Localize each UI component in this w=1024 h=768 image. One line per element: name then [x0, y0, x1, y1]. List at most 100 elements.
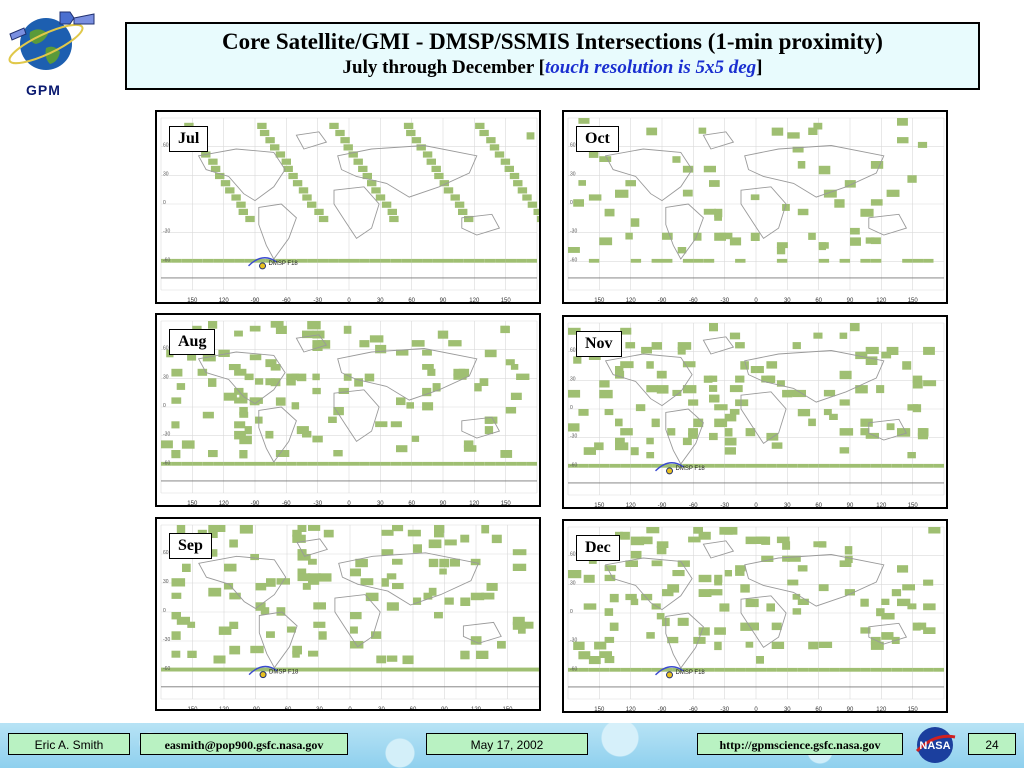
- touch-cell: [422, 151, 433, 158]
- touch-cell: [620, 428, 633, 436]
- touch-cell: [265, 430, 274, 439]
- touch-cell: [839, 370, 852, 380]
- lat-tick-label: -60: [163, 257, 170, 263]
- touch-cell: [823, 409, 832, 416]
- touch-cell: [630, 550, 642, 559]
- lon-tick-label: 60: [815, 503, 822, 509]
- touch-cell: [245, 667, 256, 672]
- touch-cell: [766, 432, 779, 441]
- touch-cell: [286, 258, 297, 263]
- lon-tick-label: 150: [501, 501, 512, 507]
- touch-cell: [870, 636, 881, 645]
- touch-cell: [729, 385, 743, 393]
- touch-cell: [797, 161, 806, 169]
- touch-cell: [171, 461, 182, 466]
- touch-cell: [381, 529, 394, 536]
- touch-cell: [599, 237, 613, 246]
- touch-cell: [453, 258, 464, 263]
- satellite-icon: [259, 671, 267, 679]
- lat-tick-label: -60: [163, 460, 170, 466]
- touch-cell: [698, 127, 707, 134]
- touch-cell: [275, 258, 287, 263]
- touch-cell: [428, 587, 437, 596]
- coastline: [702, 540, 735, 559]
- footer-email[interactable]: easmith@pop900.gsfc.nasa.gov: [140, 733, 348, 755]
- touch-cell: [923, 380, 937, 387]
- touch-cell: [912, 622, 921, 631]
- touch-cell: [656, 546, 667, 555]
- touch-cell: [171, 258, 182, 263]
- touch-cell: [239, 450, 248, 459]
- touch-cell: [813, 332, 823, 339]
- touch-cell: [171, 592, 182, 599]
- touch-cell: [625, 232, 633, 240]
- touch-cell: [381, 578, 389, 587]
- orbit-arc: [655, 462, 684, 472]
- touch-cell: [286, 378, 296, 386]
- touch-cell: [512, 616, 525, 626]
- touch-cell: [860, 667, 871, 672]
- touch-cell: [771, 641, 785, 649]
- touch-cell: [526, 461, 537, 466]
- footer-url[interactable]: http://gpmscience.gsfc.nasa.gov: [697, 733, 903, 755]
- touch-cell: [646, 361, 654, 369]
- touch-cell: [740, 584, 750, 593]
- touch-cell: [672, 389, 682, 396]
- touch-cell: [208, 525, 220, 532]
- touch-cell: [494, 151, 505, 158]
- touch-cell: [411, 461, 423, 466]
- touch-cell: [460, 534, 470, 543]
- coastline: [295, 334, 328, 353]
- touch-cell: [302, 194, 312, 201]
- touch-cell: [902, 463, 913, 468]
- touch-cell: [850, 463, 861, 468]
- touch-cell: [923, 346, 935, 355]
- coastline: [868, 213, 908, 236]
- lon-tick-label: 0: [347, 501, 351, 507]
- coastline: [604, 353, 693, 407]
- touch-cell: [641, 463, 652, 468]
- lat-tick-label: 30: [570, 580, 576, 586]
- touch-cell: [526, 132, 535, 140]
- touch-cell: [479, 129, 489, 137]
- touch-cell: [615, 437, 625, 445]
- touch-cell: [516, 461, 527, 466]
- touch-cell: [413, 667, 424, 672]
- touch-cell: [635, 404, 646, 412]
- touch-cell: [229, 645, 241, 655]
- touch-cell: [307, 258, 318, 263]
- lon-tick-label: 90: [847, 298, 854, 304]
- lon-tick-label: 60: [815, 298, 822, 304]
- touch-cell: [839, 560, 852, 567]
- touch-cell: [359, 461, 370, 466]
- lon-tick-label: -30: [720, 298, 729, 304]
- touch-cell: [402, 667, 413, 672]
- touch-cell: [870, 199, 883, 206]
- touch-cell: [497, 641, 506, 649]
- touch-cell: [756, 463, 767, 468]
- touch-cell: [855, 385, 868, 394]
- touch-cell: [234, 368, 247, 376]
- touch-cell: [641, 667, 652, 672]
- touch-cell: [735, 399, 749, 407]
- touch-cell: [275, 461, 287, 466]
- touch-cell: [573, 641, 585, 650]
- touch-cell: [834, 199, 845, 208]
- touch-cell: [756, 656, 764, 664]
- touch-cell: [236, 201, 246, 208]
- touch-cell: [453, 368, 466, 376]
- satellite-label: DMSP F18: [269, 670, 299, 676]
- touch-cell: [312, 387, 321, 395]
- touch-cell: [672, 463, 683, 468]
- touch-cell: [257, 122, 267, 129]
- touch-cell: [208, 587, 222, 597]
- touch-cell: [354, 378, 363, 387]
- month-label: Aug: [169, 329, 216, 355]
- touch-cell: [390, 461, 402, 466]
- touch-cell: [839, 258, 850, 263]
- touch-cell: [897, 118, 908, 126]
- touch-cell: [709, 180, 720, 187]
- lon-tick-label: 60: [408, 298, 415, 304]
- touch-cell: [818, 584, 829, 592]
- coastline: [197, 351, 286, 405]
